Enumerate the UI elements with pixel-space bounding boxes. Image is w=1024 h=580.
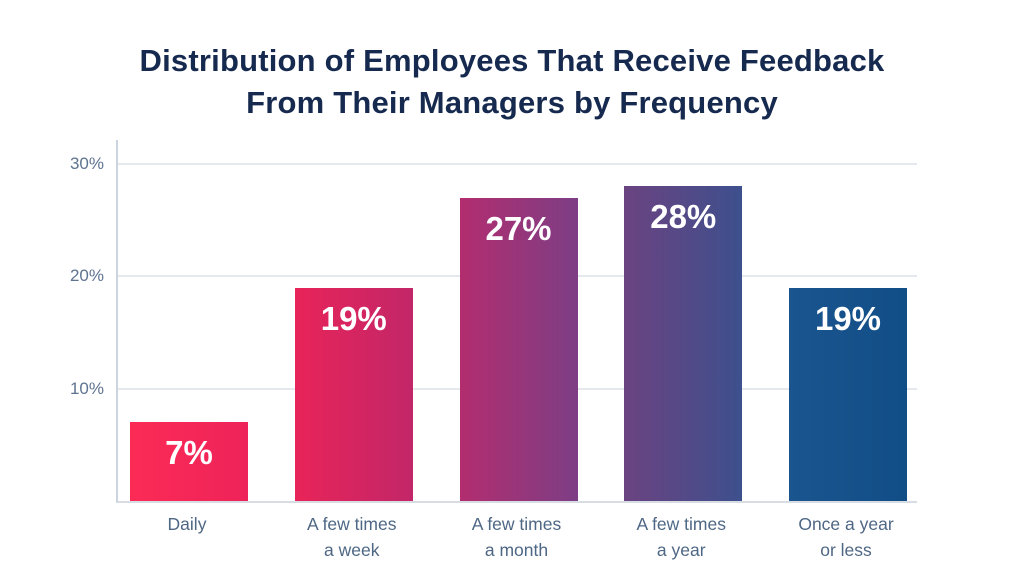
bar-value-label: 19% xyxy=(320,299,387,337)
chart-title-line-2: From Their Managers by Frequency xyxy=(246,85,778,120)
bar-value-label: 7% xyxy=(165,434,213,472)
bar: 28% xyxy=(624,186,743,501)
y-axis-tick-label: 10% xyxy=(69,378,104,398)
chart-title: Distribution of Employees That Receive F… xyxy=(0,40,1024,124)
bar: 7% xyxy=(130,422,248,501)
plot-area: 7% 19% 27% 28% 19% xyxy=(116,140,917,503)
x-axis-label: A few times a month xyxy=(471,514,562,560)
bar-value-label: 28% xyxy=(650,198,717,236)
bar: 19% xyxy=(294,287,413,501)
gridline xyxy=(118,163,917,165)
x-axis-label: A few times a year xyxy=(636,514,726,560)
bar: 27% xyxy=(459,197,578,501)
x-axis-label: A few times a week xyxy=(307,514,397,560)
bar: 19% xyxy=(789,287,907,501)
bar-value-label: 19% xyxy=(814,299,882,337)
x-axis-label: Daily xyxy=(167,514,207,534)
y-axis-tick-label: 30% xyxy=(69,154,104,173)
x-axis-label: Once a year or less xyxy=(798,514,894,560)
y-axis-tick-label: 20% xyxy=(69,266,104,286)
bar-value-label: 27% xyxy=(485,209,552,247)
chart-title-line-1: Distribution of Employees That Receive F… xyxy=(139,43,885,78)
